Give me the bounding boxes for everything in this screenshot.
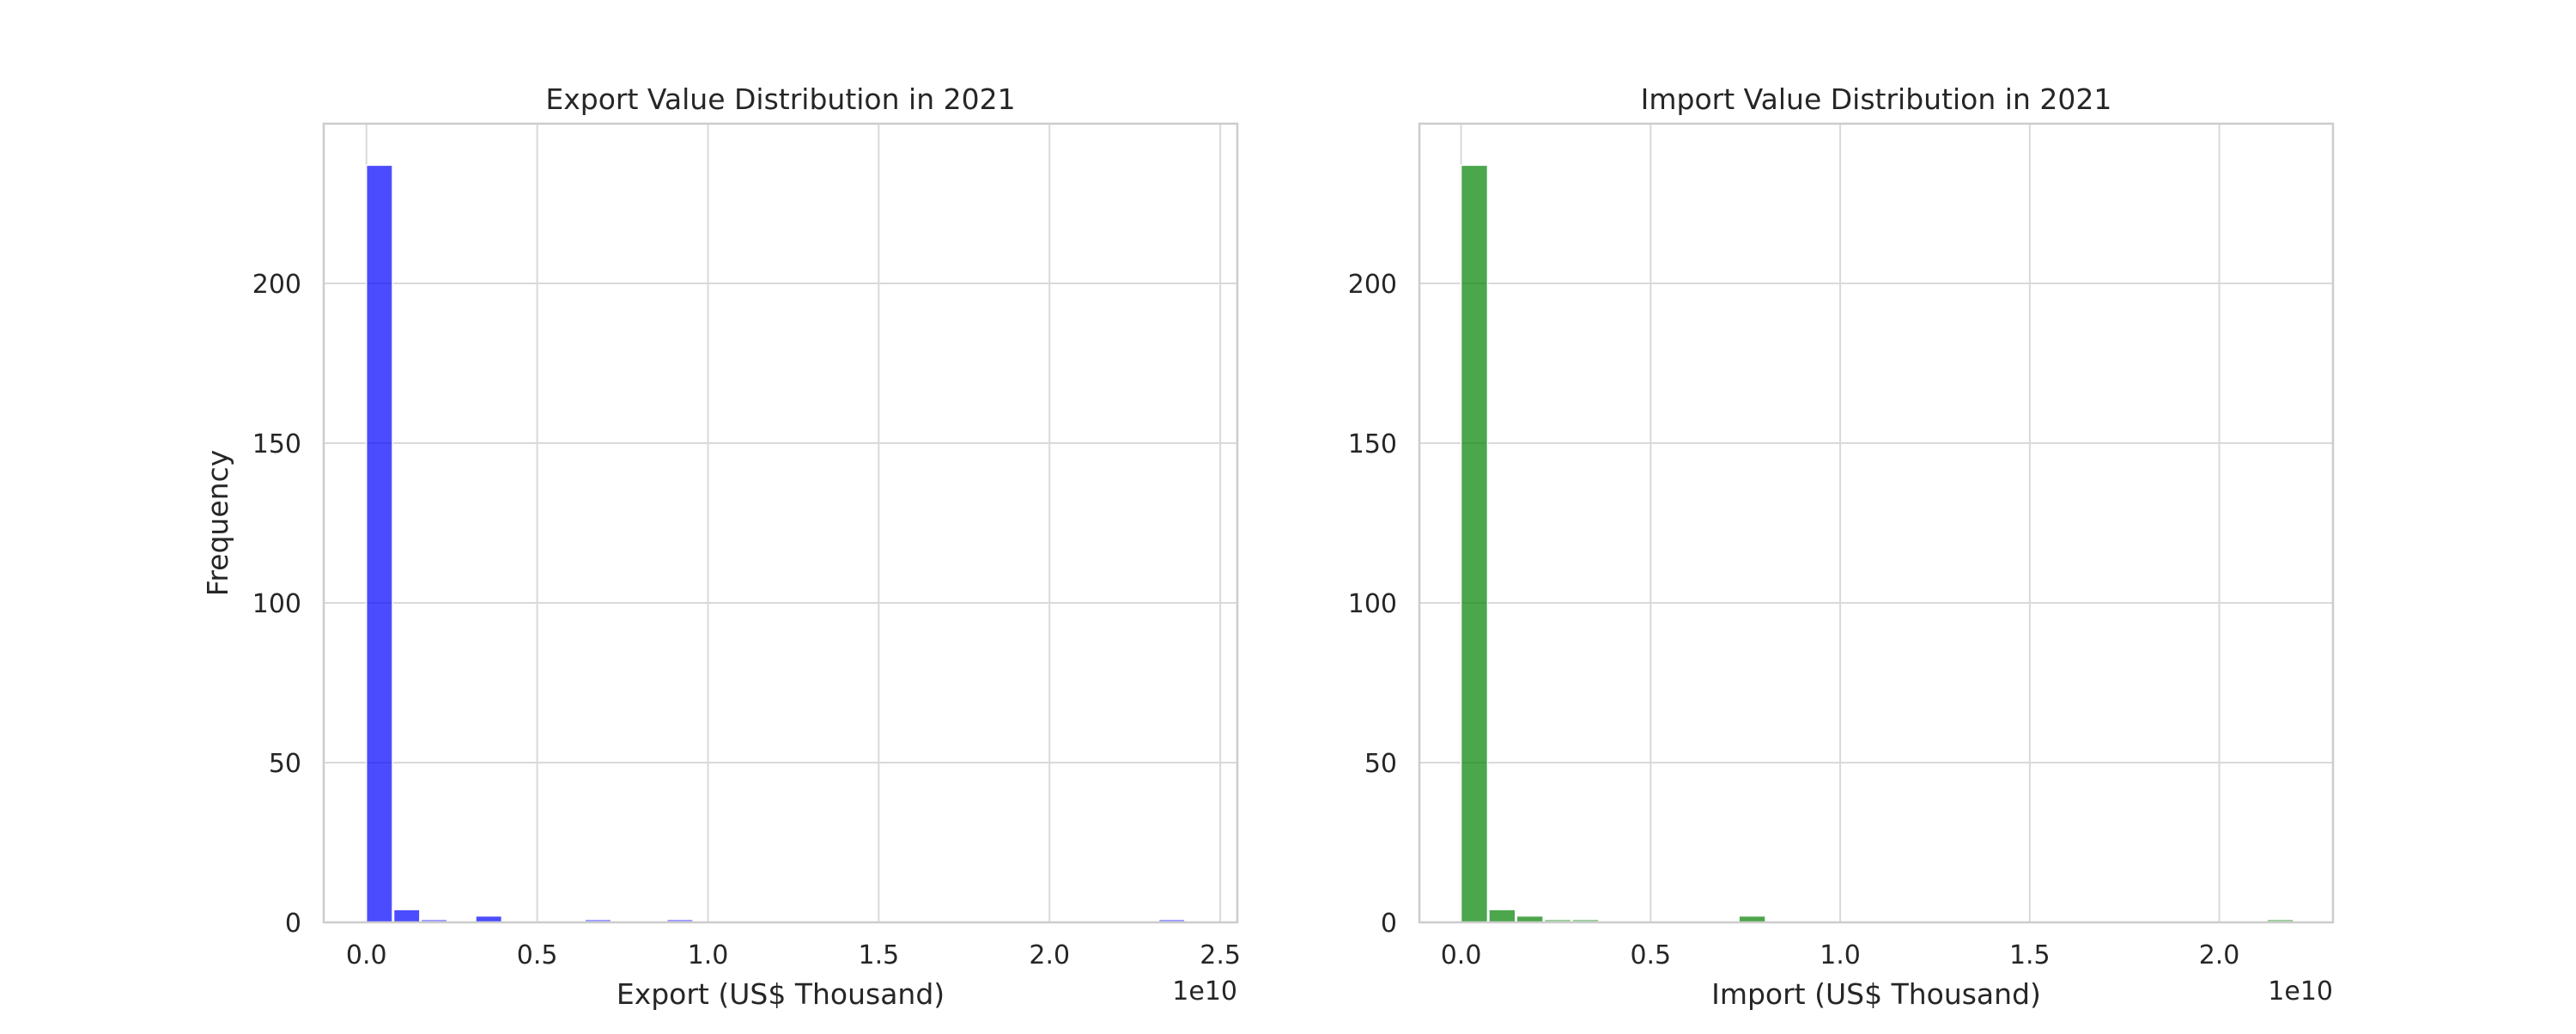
x-tick-label: 0.0: [346, 940, 387, 970]
histogram-bar: [365, 164, 393, 923]
y-tick-label: 0: [1381, 909, 1397, 939]
histogram-bar: [1460, 164, 1489, 923]
x-tick-label: 1.5: [858, 940, 899, 970]
x-tick-label: 2.5: [1200, 940, 1241, 970]
y-tick-label: 100: [1348, 589, 1397, 619]
import-histogram-panel: 0.0 0.5 1.0 1.5 2.0 0 50 100 150 200 Import Valu…: [1348, 82, 2335, 1011]
chart-title: Export Value Distribution in 2021: [545, 82, 1015, 116]
histogram-bar: [392, 909, 421, 923]
y-tick-label: 100: [252, 589, 301, 619]
x-offset-label: 1e10: [2268, 976, 2333, 1007]
x-tick-label: 2.0: [1029, 940, 1070, 970]
x-tick-label: 1.0: [1820, 940, 1861, 970]
x-tick-label: 0.5: [1630, 940, 1671, 970]
plot-frame: [1418, 122, 2335, 924]
y-tick-label: 150: [1348, 429, 1397, 459]
y-tick-label: 200: [252, 270, 301, 300]
histogram-bar: [1488, 909, 1516, 923]
x-axis-label: Import (US$ Thousand): [1711, 977, 2041, 1011]
y-tick-label: 150: [252, 429, 301, 459]
y-tick-label: 0: [285, 909, 301, 939]
y-tick-label: 50: [1364, 749, 1397, 779]
plot-frame: [322, 122, 1239, 924]
export-histogram-panel: 0.0 0.5 1.0 1.5 2.0 2.5 0 50 100 150 200 Export V…: [201, 82, 1241, 1011]
chart-title: Import Value Distribution in 2021: [1641, 82, 2112, 116]
x-tick-label: 0.5: [517, 940, 558, 970]
y-tick-label: 200: [1348, 270, 1397, 300]
x-tick-label: 0.0: [1441, 940, 1482, 970]
x-tick-label: 1.5: [2009, 940, 2050, 970]
x-offset-label: 1e10: [1172, 976, 1237, 1007]
y-axis-label: Frequency: [201, 450, 234, 596]
x-tick-label: 1.0: [688, 940, 729, 970]
x-axis-label: Export (US$ Thousand): [617, 977, 945, 1011]
y-tick-label: 50: [269, 749, 301, 779]
x-tick-label: 2.0: [2199, 940, 2240, 970]
